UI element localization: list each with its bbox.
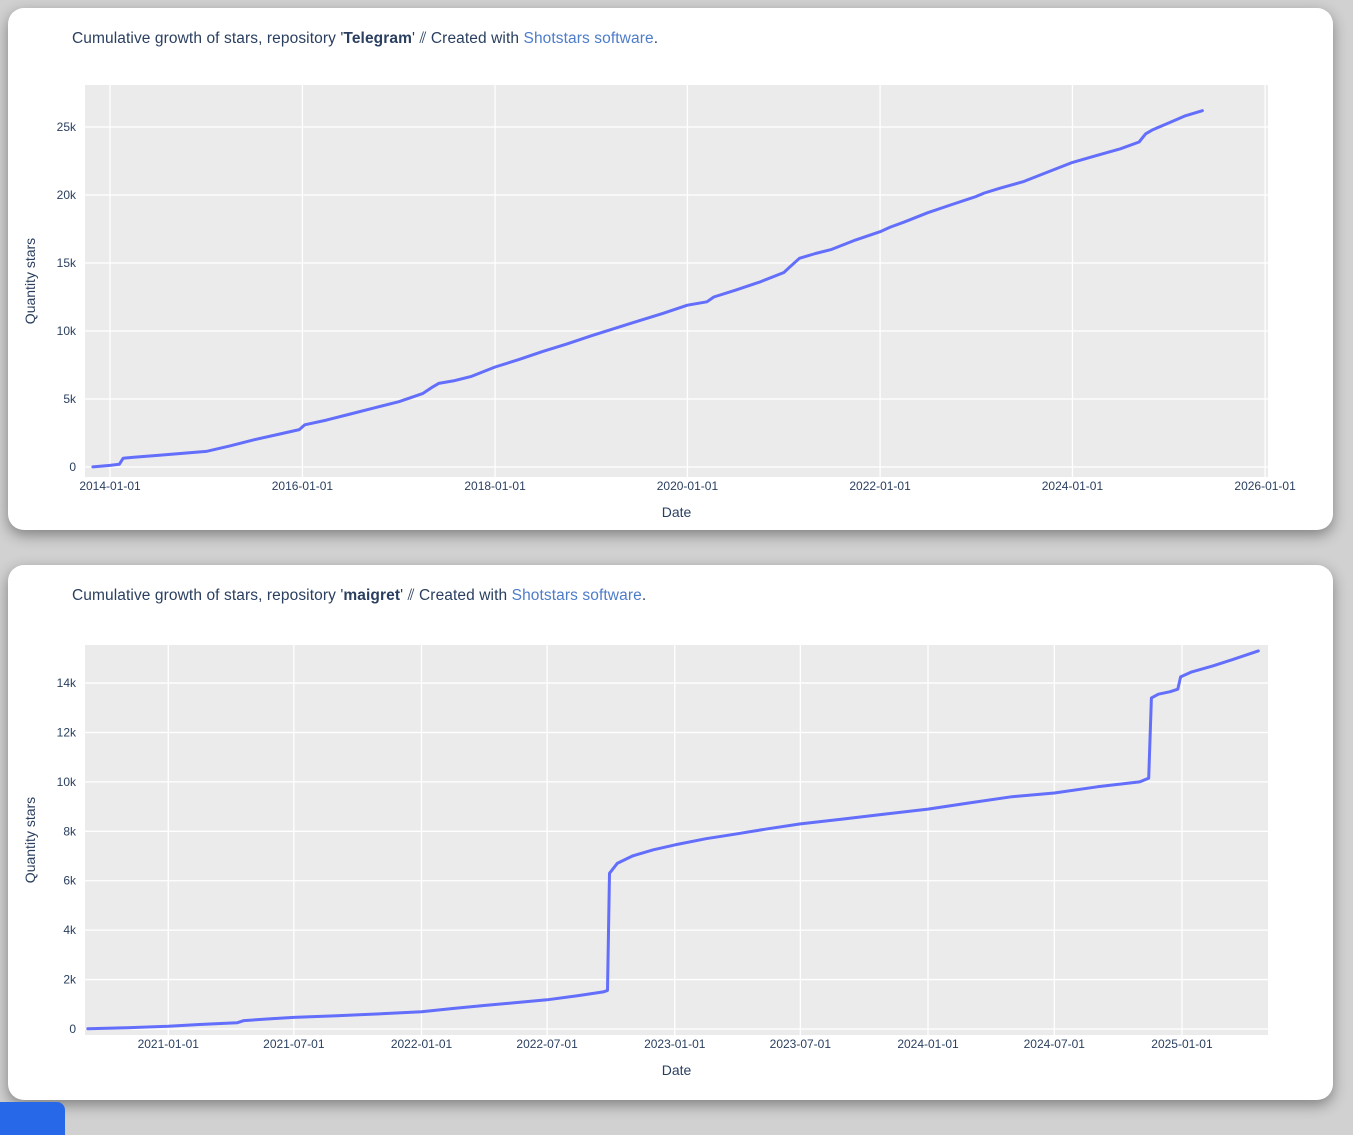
partial-blue-element[interactable] xyxy=(0,1102,65,1135)
svg-text:2018-01-01: 2018-01-01 xyxy=(464,479,526,493)
telegram-stars-chart[interactable]: 2014-01-01 2016-01-01 2018-01-01 2020-01-01… xyxy=(8,8,1333,530)
chart-title-maigret: Cumulative growth of stars, repository '… xyxy=(72,587,646,605)
telegram-chart-card: 2014-01-01 2016-01-01 2018-01-01 2020-01-01… xyxy=(8,8,1333,530)
svg-text:2026-01-01: 2026-01-01 xyxy=(1234,479,1296,493)
svg-text:2022-07-01: 2022-07-01 xyxy=(516,1037,578,1051)
svg-text:5k: 5k xyxy=(63,392,77,406)
repo-name: Telegram xyxy=(343,30,412,47)
svg-text:20k: 20k xyxy=(57,188,77,202)
svg-text:Quantity stars: Quantity stars xyxy=(22,797,38,883)
title-end: . xyxy=(641,587,647,604)
title-mid: ' ⫽ Created with xyxy=(412,30,524,47)
svg-text:2020-01-01: 2020-01-01 xyxy=(657,479,719,493)
svg-text:2024-01-01: 2024-01-01 xyxy=(1042,479,1104,493)
svg-text:10k: 10k xyxy=(57,324,77,338)
title-mid: ' ⫽ Created with xyxy=(400,587,512,604)
svg-text:2021-01-01: 2021-01-01 xyxy=(138,1037,200,1051)
title-end: . xyxy=(653,30,659,47)
svg-text:25k: 25k xyxy=(57,120,77,134)
svg-text:4k: 4k xyxy=(63,923,77,937)
svg-text:2022-01-01: 2022-01-01 xyxy=(849,479,911,493)
svg-text:10k: 10k xyxy=(57,775,77,789)
svg-text:Date: Date xyxy=(662,504,692,520)
svg-text:2021-07-01: 2021-07-01 xyxy=(263,1037,325,1051)
maigret-stars-chart[interactable]: 2021-01-01 2021-07-01 2022-01-01 2022-07-01… xyxy=(8,565,1333,1100)
svg-text:0: 0 xyxy=(69,1022,76,1036)
repo-name: maigret xyxy=(343,587,401,604)
svg-text:12k: 12k xyxy=(57,725,77,739)
svg-text:0: 0 xyxy=(69,460,76,474)
svg-text:2023-07-01: 2023-07-01 xyxy=(770,1037,832,1051)
svg-text:8k: 8k xyxy=(63,824,77,838)
chart-title-telegram: Cumulative growth of stars, repository '… xyxy=(72,30,658,48)
svg-text:2024-01-01: 2024-01-01 xyxy=(897,1037,959,1051)
svg-text:2016-01-01: 2016-01-01 xyxy=(272,479,334,493)
svg-text:2022-01-01: 2022-01-01 xyxy=(391,1037,453,1051)
title-prefix: Cumulative growth of stars, repository ' xyxy=(72,30,344,47)
svg-text:Quantity stars: Quantity stars xyxy=(22,238,38,324)
svg-text:2023-01-01: 2023-01-01 xyxy=(644,1037,706,1051)
maigret-chart-card: 2021-01-01 2021-07-01 2022-01-01 2022-07-01… xyxy=(8,565,1333,1100)
svg-text:2025-01-01: 2025-01-01 xyxy=(1151,1037,1213,1051)
svg-text:6k: 6k xyxy=(63,874,77,888)
svg-text:2014-01-01: 2014-01-01 xyxy=(79,479,141,493)
svg-text:2k: 2k xyxy=(63,973,77,987)
svg-text:14k: 14k xyxy=(57,676,77,690)
shotstars-link[interactable]: Shotstars software xyxy=(523,30,654,47)
svg-text:15k: 15k xyxy=(57,256,77,270)
shotstars-link[interactable]: Shotstars software xyxy=(511,587,642,604)
title-prefix: Cumulative growth of stars, repository ' xyxy=(72,587,344,604)
svg-text:Date: Date xyxy=(662,1062,692,1078)
svg-text:2024-07-01: 2024-07-01 xyxy=(1024,1037,1086,1051)
